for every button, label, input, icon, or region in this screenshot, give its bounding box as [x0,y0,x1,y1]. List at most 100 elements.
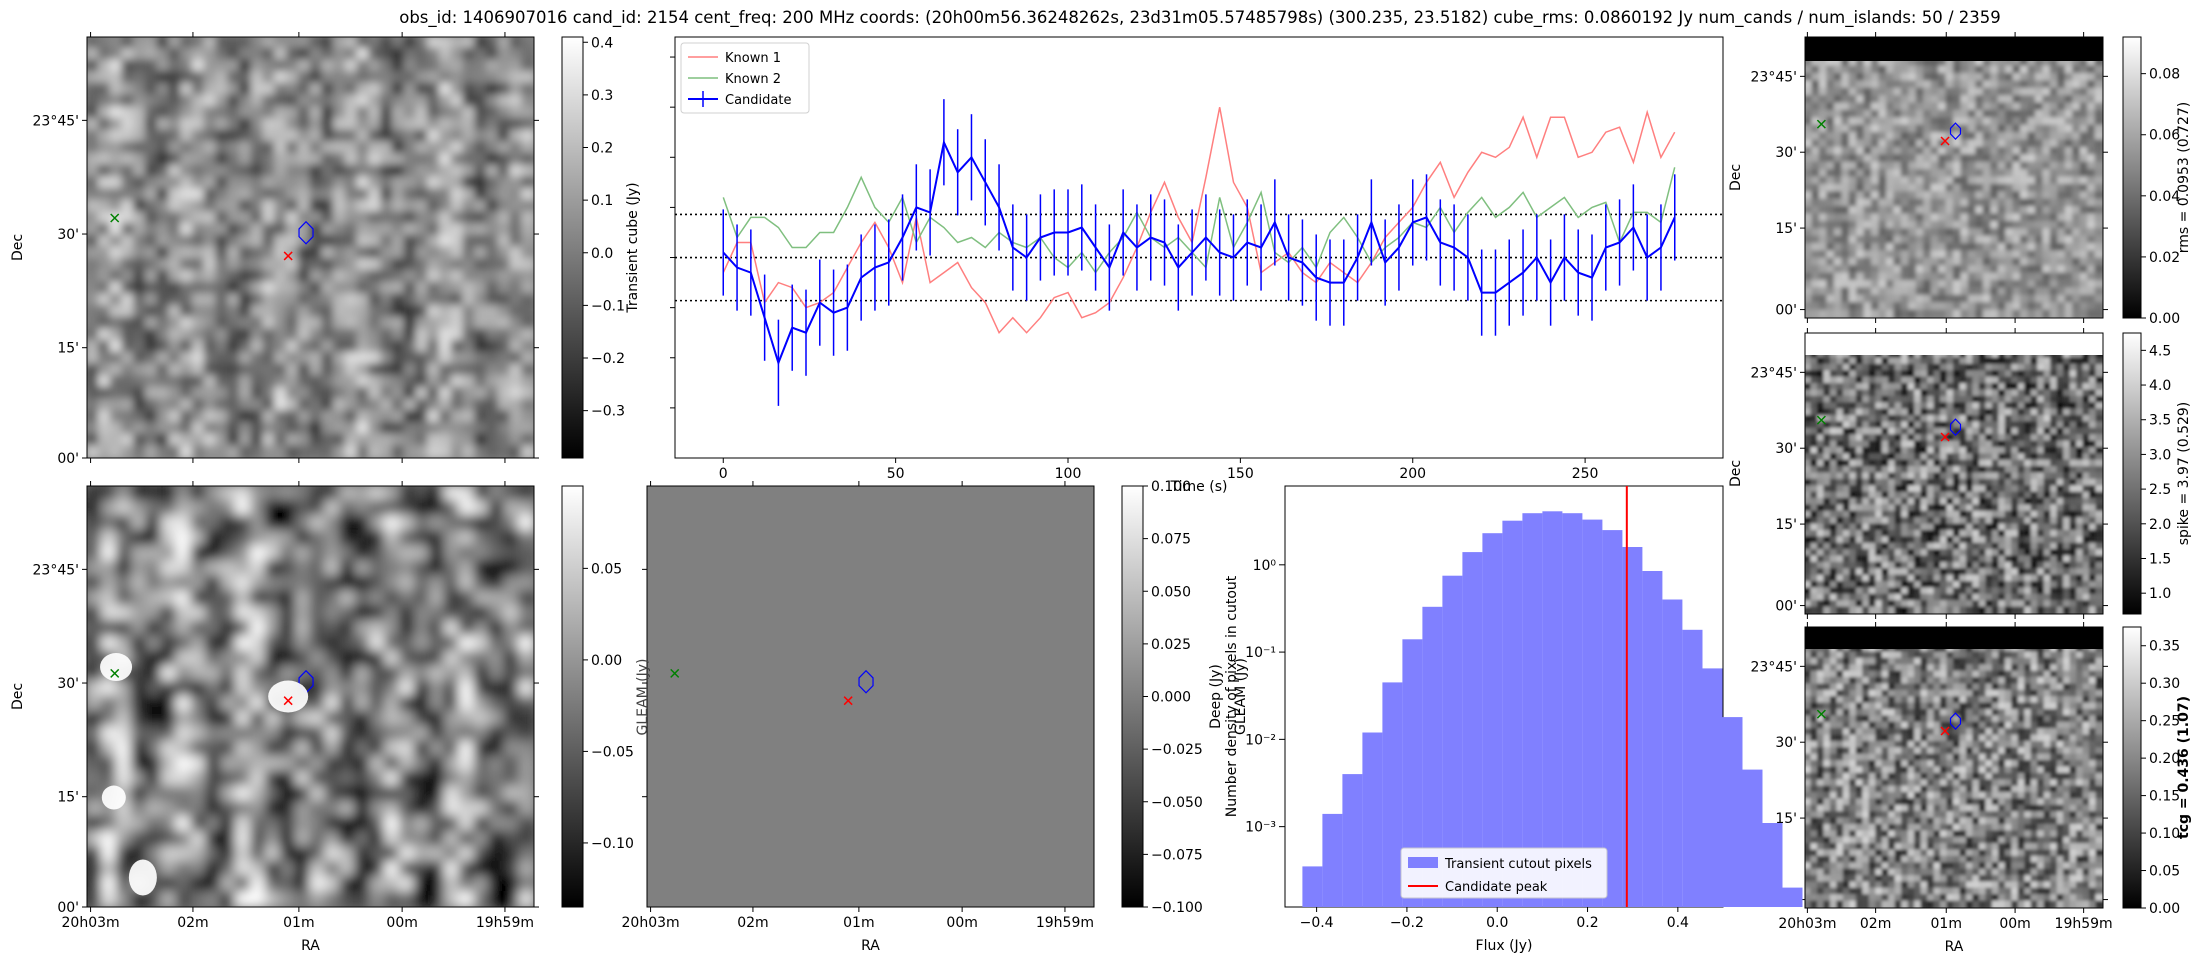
pixel [2056,415,2066,424]
pixel [1888,421,1897,430]
pixel [1991,421,2001,430]
pixel [1914,421,1923,430]
pixel [145,635,163,653]
pixel [2011,415,2020,424]
pixel [2035,183,2045,194]
pixel [391,421,406,436]
pixel [1810,408,1819,417]
pixel [309,246,324,261]
colorbar-tick-label: 0.00 [591,653,622,669]
pixel [279,590,297,608]
pixel [2012,169,2022,179]
pixel [1940,447,1949,456]
pixel [160,830,178,848]
pixel [309,620,327,638]
pixel [168,188,183,202]
pixel [368,445,383,458]
pixel [115,590,133,608]
pixel [384,815,401,833]
pixel [1848,287,1859,297]
pixel [521,258,534,272]
pixel [1953,95,1963,105]
pixel [1833,265,1844,275]
pixel [415,445,430,458]
pixel [1848,73,1859,83]
pixel [2043,447,2053,456]
pixel [1953,383,1962,392]
pixel [1855,415,1865,424]
pixel [262,410,277,424]
pixel [191,293,206,307]
pixel [2012,80,2022,90]
pixel [474,47,488,62]
pixel [2095,383,2103,392]
image-frame [1804,36,2104,319]
pixel [1945,146,1955,157]
pixel [294,575,312,593]
pixel [1856,257,1866,268]
pixel [2027,102,2037,112]
pixel [2064,250,2075,260]
pixel [2024,402,2033,411]
pixel [488,875,506,893]
pixel [1841,176,1851,186]
pixel [450,281,465,296]
pixel [339,560,357,578]
pixel [262,141,277,155]
pixel [2017,447,2027,456]
pixel [462,106,477,120]
pixel [427,71,441,85]
pixel [2024,363,2033,373]
pixel [2042,87,2052,98]
pixel [391,199,406,214]
pixel [1863,124,1873,135]
pixel [168,71,183,85]
pixel [1915,287,1926,297]
pixel [205,560,223,578]
pixel [1997,161,2008,172]
pixel [215,59,230,74]
pixel [1818,80,1829,90]
pixel [488,815,506,833]
pixel [398,665,416,683]
pixel [1863,154,1873,164]
pixel [1833,80,1844,90]
pixel [2030,370,2040,379]
pixel [297,82,312,97]
pixel [384,500,401,517]
pixel [274,340,288,354]
pixel [427,129,441,144]
pixel [1829,459,1839,469]
pixel [415,281,430,296]
pixel [156,199,171,214]
pixel [235,725,252,743]
pixel [1841,280,1851,290]
pixel [509,363,524,378]
pixel [1805,139,1814,149]
pixel [100,635,118,653]
pixel [1862,383,1871,392]
pixel [415,176,430,190]
pixel [1998,447,2007,456]
pixel [1997,87,2008,98]
pixel [1862,472,1871,481]
pixel [1810,466,1819,475]
pixel [1967,243,1978,253]
pixel [1938,198,1948,209]
pixel [109,246,124,261]
pixel [309,188,324,202]
pixel [2082,402,2092,411]
pixel [220,740,237,758]
pixel [398,860,416,878]
pixel [1908,250,1918,260]
pixel [1915,213,1926,223]
pixel [2020,80,2030,90]
pixel [249,845,267,863]
pixel [438,445,453,458]
pixel [2063,370,2072,379]
pixel [380,176,394,190]
pixel [474,433,488,448]
pixel [488,785,506,803]
pixel [1953,440,1962,449]
pixel [354,755,372,773]
